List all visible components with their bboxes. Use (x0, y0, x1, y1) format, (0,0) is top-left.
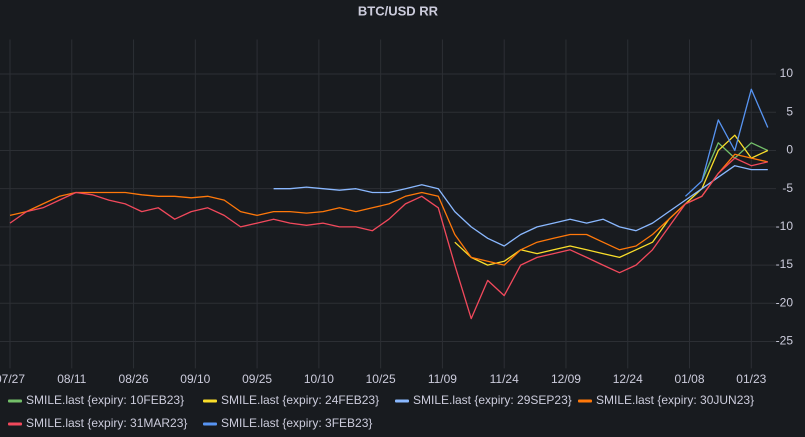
x-tick-label: 08/26 (119, 372, 149, 386)
legend-swatch (8, 399, 22, 403)
x-tick-label: 10/25 (366, 372, 396, 386)
x-tick-label: 11/09 (428, 372, 457, 386)
x-tick-label: 12/24 (613, 372, 643, 386)
y-tick-label: -25 (776, 334, 794, 348)
legend-swatch (395, 399, 409, 403)
y-tick-label: -15 (776, 257, 794, 271)
x-tick-label: 01/08 (675, 372, 705, 386)
x-tick-label: 12/09 (551, 372, 581, 386)
legend-label: SMILE.last {expiry: 31MAR23} (26, 416, 187, 430)
series-line (273, 165, 768, 247)
x-tick-label: 09/25 (242, 372, 272, 386)
x-tick-label: 08/11 (57, 372, 86, 386)
legend-label: SMILE.last {expiry: 29SEP23} (413, 393, 572, 407)
y-tick-label: -5 (782, 181, 793, 195)
y-tick-label: 5 (786, 104, 793, 118)
x-tick-label: 10/10 (304, 372, 334, 386)
series-line (454, 134, 769, 266)
legend-label: SMILE.last {expiry: 30JUN23} (596, 393, 754, 407)
x-tick-label: 01/23 (736, 372, 766, 386)
legend-label: SMILE.last {expiry: 10FEB23} (26, 393, 184, 407)
y-tick-label: -20 (776, 295, 794, 309)
chart-title: BTC/USD RR (358, 3, 439, 18)
legend-swatch (8, 422, 22, 426)
series-line (9, 153, 768, 266)
x-tick-label: 11/24 (490, 372, 519, 386)
y-tick-label: -10 (776, 219, 794, 233)
legend-label: SMILE.last {expiry: 3FEB23} (221, 416, 372, 430)
legend-swatch (203, 422, 217, 426)
x-tick-label: 07/27 (0, 372, 25, 386)
y-tick-label: 10 (780, 66, 794, 80)
x-tick-label: 09/10 (180, 372, 210, 386)
legend-swatch (578, 399, 592, 403)
legend-swatch (203, 399, 217, 403)
series-line (9, 157, 768, 320)
legend-label: SMILE.last {expiry: 24FEB23} (221, 393, 379, 407)
y-tick-label: 0 (786, 143, 793, 157)
series-line (684, 88, 769, 197)
